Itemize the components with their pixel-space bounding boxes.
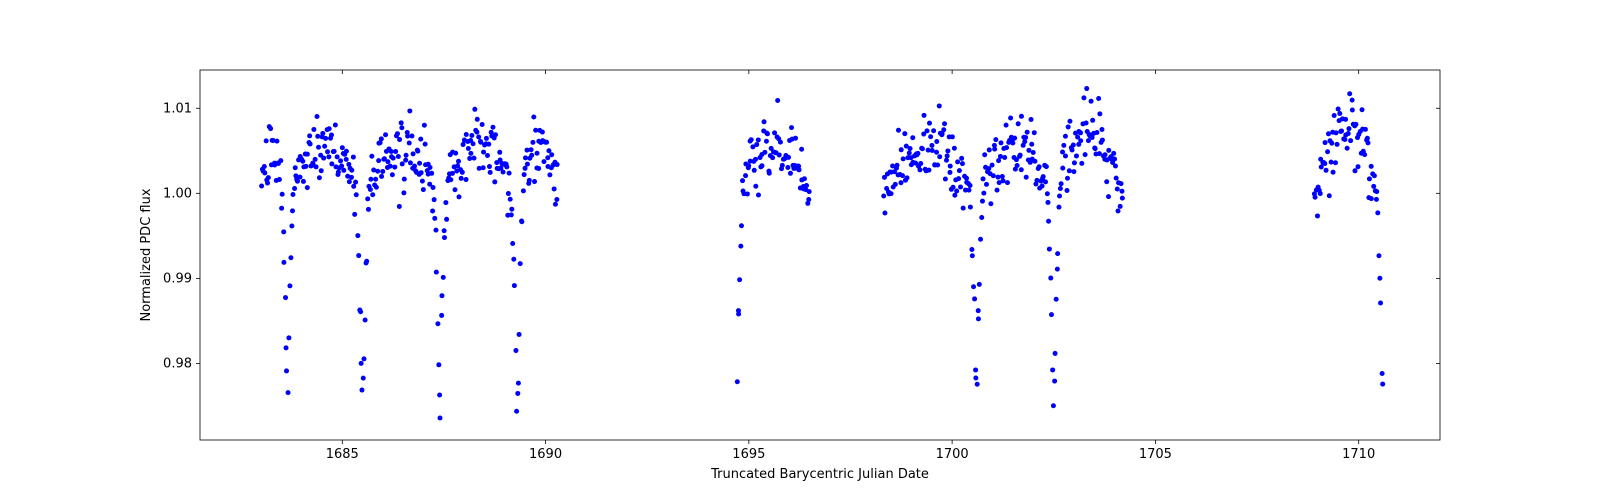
ytick-label: 0.99 xyxy=(163,271,192,286)
ytick-label: 1.01 xyxy=(163,101,192,116)
lightcurve-chart: 1685 1690 1695 1700 1705 1710 0.98 0.99 1.00 1.01… xyxy=(0,0,1600,500)
xtick-label: 1705 xyxy=(1139,447,1172,462)
xtick-label: 1695 xyxy=(732,447,765,462)
ytick-label: 0.98 xyxy=(163,356,192,371)
ytick-label: 1.00 xyxy=(163,186,192,201)
x-axis-label: Truncated Barycentric Julian Date xyxy=(710,467,929,482)
xtick-label: 1685 xyxy=(326,447,359,462)
xtick-label: 1710 xyxy=(1342,447,1375,462)
xtick-label: 1700 xyxy=(936,447,969,462)
xtick-label: 1690 xyxy=(529,447,562,462)
chart-svg: 1685 1690 1695 1700 1705 1710 0.98 0.99 1.00 1.01… xyxy=(0,0,1600,500)
y-axis-label: Normalized PDC flux xyxy=(139,188,154,321)
